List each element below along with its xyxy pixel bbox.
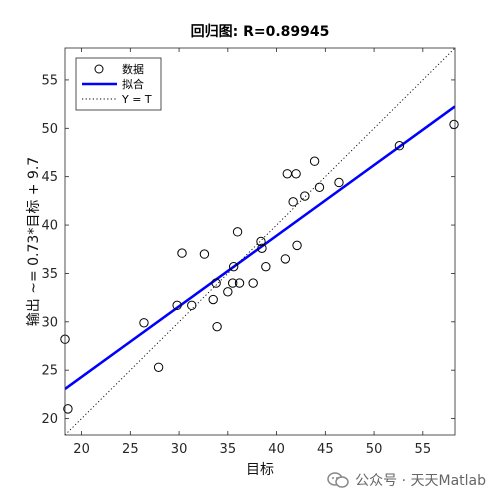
data-point <box>248 278 258 288</box>
x-tick-label: 35 <box>220 442 237 457</box>
identity-line <box>65 48 455 435</box>
chart-title: 回归图: R=0.89945 <box>191 23 330 40</box>
data-point <box>314 182 325 193</box>
data-point <box>211 278 221 288</box>
y-tick-label: 30 <box>41 315 58 330</box>
data-point <box>261 261 271 272</box>
data-point <box>199 249 210 259</box>
data-point <box>153 362 164 372</box>
data-point <box>309 156 320 166</box>
data-point <box>280 254 291 264</box>
fit-line <box>65 105 455 391</box>
data-point <box>63 404 73 414</box>
legend-label: Y = T <box>121 93 152 106</box>
data-point <box>292 240 302 251</box>
data-point <box>394 141 405 151</box>
data-point <box>300 191 310 201</box>
data-point <box>212 321 222 332</box>
data-point <box>228 278 238 288</box>
y-tick-label: 25 <box>41 364 58 379</box>
x-tick-label: 55 <box>415 442 432 457</box>
data-point <box>334 177 344 188</box>
watermark-text: 公众号 · 天天Matlab <box>355 473 486 489</box>
wechat-icon <box>327 472 349 488</box>
data-point <box>177 248 187 258</box>
watermark: 公众号 · 天天Matlab <box>327 470 486 490</box>
data-point <box>223 287 233 297</box>
legend-label: 数据 <box>122 62 144 76</box>
data-point <box>172 300 182 311</box>
x-tick-label: 20 <box>73 442 90 457</box>
x-tick-label: 40 <box>268 442 285 457</box>
y-tick-label: 20 <box>41 412 58 427</box>
data-point <box>208 294 218 305</box>
data-point <box>234 278 245 288</box>
data-point <box>257 243 267 253</box>
data-point <box>256 236 266 247</box>
y-tick-label: 50 <box>41 122 58 137</box>
y-tick-label: 35 <box>41 267 58 282</box>
x-tick-label: 30 <box>171 442 188 457</box>
legend-marker <box>94 64 104 74</box>
data-point <box>187 300 197 311</box>
data-point <box>232 227 243 237</box>
legend-label: 拟合 <box>122 77 144 91</box>
data-point <box>228 261 239 272</box>
x-tick-label: 25 <box>122 442 139 457</box>
y-tick-label: 55 <box>41 73 58 88</box>
x-tick-label: 45 <box>317 442 334 457</box>
y-axis-title: 输出 ~= 0.73*目标 + 9.7 <box>26 157 42 326</box>
y-tick-label: 40 <box>41 219 58 234</box>
data-point <box>288 197 298 207</box>
data-point <box>291 169 301 179</box>
axes-box <box>64 47 456 436</box>
x-tick-label: 50 <box>366 442 383 457</box>
data-point <box>139 318 149 328</box>
x-axis-title: 目标 <box>246 462 274 478</box>
y-tick-label: 45 <box>41 170 58 185</box>
